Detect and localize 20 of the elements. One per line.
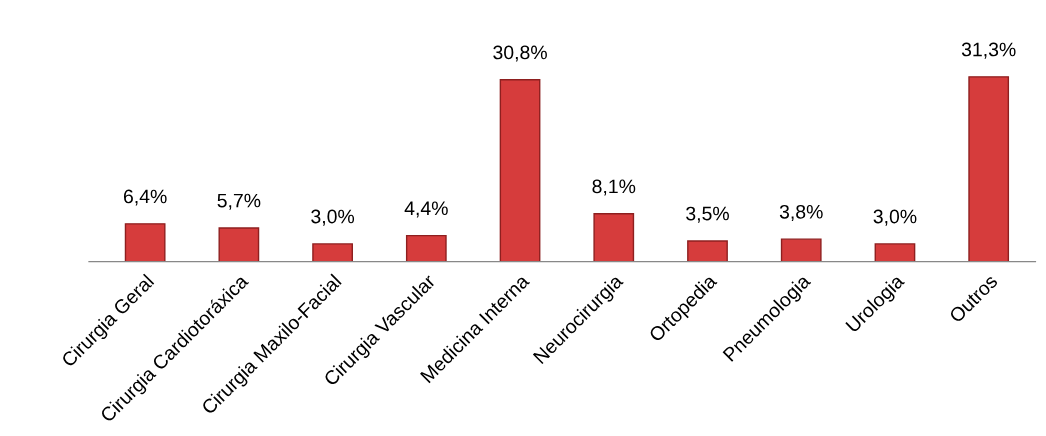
data-label: 3,5% [686,206,729,223]
bar [218,227,260,262]
bar [687,240,728,262]
data-label: 8,1% [592,179,636,196]
bar [874,243,916,262]
data-label: 3,8% [779,204,823,221]
data-label: 30,8% [493,45,547,62]
data-label: 3,0% [873,209,917,226]
data-label: 6,4% [123,189,167,206]
data-label: 4,4% [404,201,448,218]
bar [499,79,541,262]
bar [312,243,353,262]
bar [405,234,447,262]
data-label: 3,0% [311,209,355,226]
bar [124,223,166,262]
bar [968,76,1010,262]
data-label: 5,7% [217,193,261,210]
data-label: 31,3% [961,42,1016,59]
bar [780,238,822,262]
bar [593,213,635,262]
